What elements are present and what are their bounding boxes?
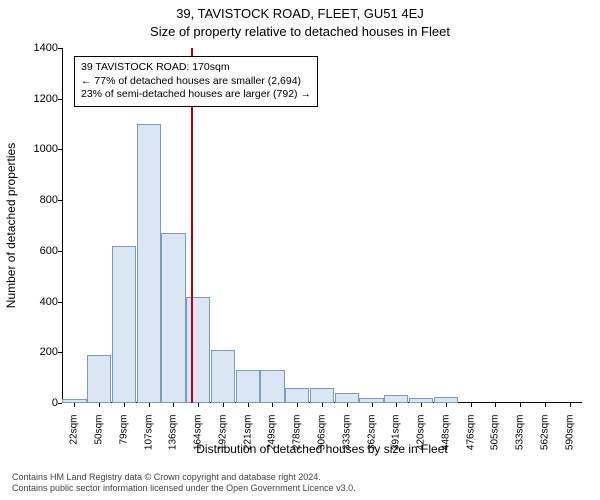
x-tick-label: 79sqm: [118, 415, 129, 455]
y-tick-label: 0: [8, 397, 58, 409]
annotation-line: ← 77% of detached houses are smaller (2,…: [81, 75, 311, 89]
chart-container: 39, TAVISTOCK ROAD, FLEET, GU51 4EJ Size…: [0, 0, 600, 500]
x-tick-label: 562sqm: [539, 415, 550, 455]
y-tick-mark: [58, 48, 62, 49]
y-tick-mark: [58, 99, 62, 100]
histogram-bar: [211, 350, 235, 403]
footer-line-1: Contains HM Land Registry data © Crown c…: [12, 472, 356, 483]
histogram-bar: [186, 297, 210, 404]
histogram-bar: [112, 246, 136, 403]
histogram-bar: [236, 370, 260, 403]
x-tick-mark: [471, 403, 472, 407]
x-tick-mark: [446, 403, 447, 407]
x-tick-mark: [545, 403, 546, 407]
x-tick-mark: [149, 403, 150, 407]
histogram-bar: [87, 355, 111, 403]
x-tick-mark: [198, 403, 199, 407]
y-tick-label: 1000: [8, 143, 58, 155]
x-tick-label: 362sqm: [366, 415, 377, 455]
y-tick-label: 200: [8, 346, 58, 358]
y-tick-mark: [58, 352, 62, 353]
x-tick-label: 306sqm: [317, 415, 328, 455]
x-tick-label: 533sqm: [515, 415, 526, 455]
y-tick-label: 400: [8, 296, 58, 308]
y-axis-line: [62, 48, 63, 403]
x-tick-label: 164sqm: [193, 415, 204, 455]
x-tick-mark: [520, 403, 521, 407]
x-tick-label: 476sqm: [465, 415, 476, 455]
x-tick-label: 107sqm: [143, 415, 154, 455]
x-tick-mark: [124, 403, 125, 407]
histogram-bar: [137, 124, 161, 403]
footer-attribution: Contains HM Land Registry data © Crown c…: [12, 472, 356, 495]
y-tick-mark: [58, 403, 62, 404]
y-tick-mark: [58, 302, 62, 303]
x-tick-label: 136sqm: [168, 415, 179, 455]
x-tick-label: 590sqm: [564, 415, 575, 455]
x-tick-mark: [173, 403, 174, 407]
x-tick-mark: [570, 403, 571, 407]
x-tick-mark: [223, 403, 224, 407]
x-tick-label: 50sqm: [94, 415, 105, 455]
x-tick-mark: [347, 403, 348, 407]
y-tick-label: 600: [8, 245, 58, 257]
x-tick-mark: [272, 403, 273, 407]
x-tick-label: 505sqm: [490, 415, 501, 455]
title-main: 39, TAVISTOCK ROAD, FLEET, GU51 4EJ: [0, 6, 600, 21]
x-tick-mark: [322, 403, 323, 407]
annotation-line: 39 TAVISTOCK ROAD: 170sqm: [81, 61, 311, 75]
y-tick-label: 1200: [8, 93, 58, 105]
histogram-bar: [260, 370, 284, 403]
y-tick-mark: [58, 200, 62, 201]
footer-line-2: Contains public sector information licen…: [12, 483, 356, 494]
histogram-bar: [161, 233, 185, 403]
y-tick-mark: [58, 251, 62, 252]
plot-area: 39 TAVISTOCK ROAD: 170sqm← 77% of detach…: [62, 48, 582, 403]
y-tick-label: 1400: [8, 42, 58, 54]
x-tick-mark: [297, 403, 298, 407]
histogram-bar: [310, 388, 334, 403]
y-tick-label: 800: [8, 194, 58, 206]
x-tick-label: 22sqm: [69, 415, 80, 455]
x-tick-label: 420sqm: [416, 415, 427, 455]
annotation-line: 23% of semi-detached houses are larger (…: [81, 88, 311, 102]
x-tick-mark: [495, 403, 496, 407]
x-tick-label: 249sqm: [267, 415, 278, 455]
x-tick-mark: [74, 403, 75, 407]
x-tick-mark: [421, 403, 422, 407]
x-tick-label: 391sqm: [391, 415, 402, 455]
histogram-bar: [285, 388, 309, 403]
annotation-box: 39 TAVISTOCK ROAD: 170sqm← 77% of detach…: [74, 56, 318, 107]
x-tick-label: 192sqm: [217, 415, 228, 455]
x-tick-mark: [372, 403, 373, 407]
y-tick-mark: [58, 149, 62, 150]
x-tick-mark: [99, 403, 100, 407]
x-tick-label: 278sqm: [292, 415, 303, 455]
histogram-bar: [384, 395, 408, 403]
title-sub: Size of property relative to detached ho…: [0, 24, 600, 39]
x-tick-mark: [248, 403, 249, 407]
x-tick-label: 448sqm: [440, 415, 451, 455]
x-tick-mark: [396, 403, 397, 407]
x-tick-label: 333sqm: [341, 415, 352, 455]
x-tick-label: 221sqm: [242, 415, 253, 455]
histogram-bar: [335, 393, 359, 403]
